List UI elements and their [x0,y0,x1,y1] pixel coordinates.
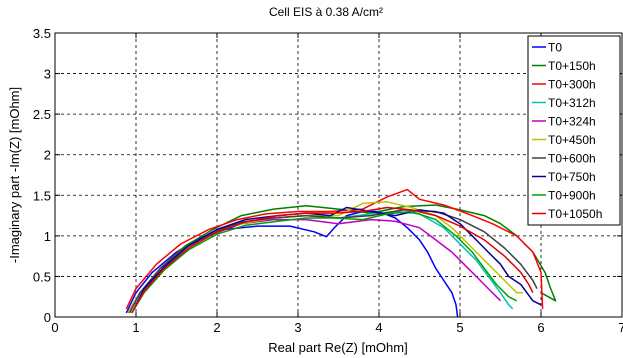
legend-entry: T0 [548,41,562,55]
series-line-9 [131,210,518,314]
x-tick-label: 6 [537,320,544,335]
y-tick-label: 1.5 [33,188,51,203]
y-tick-label: 1 [44,229,51,244]
legend-entry: T0+450h [548,133,596,147]
y-axis-title: -Imaginary part -Im(Z) [mOhm] [7,87,22,263]
legend: T0 T0+150h T0+300h T0+312h T0+324h T0+450h T0+… [527,35,621,226]
series-line-4 [128,210,514,314]
series-line-2 [127,204,557,314]
series-lines [125,188,557,318]
y-tick-labels: 0 0.5 1 1.5 2 2.5 3 3.5 [33,26,51,325]
legend-entry: T0+1050h [548,207,602,221]
x-tick-label: 5 [456,320,463,335]
series-line-8 [131,206,542,314]
legend-box [527,35,621,226]
plot-frame [54,32,623,318]
y-tick-label: 3 [44,67,51,82]
legend-entry: T0+150h [548,59,596,73]
x-tick-label: 0 [51,320,58,335]
x-tick-label: 4 [375,320,382,335]
legend-entry: T0+324h [548,115,596,129]
chart-title: Cell EIS à 0.38 A/cm² [269,5,383,19]
y-tick-label: 2.5 [33,107,51,122]
y-tick-label: 0 [44,310,51,325]
legend-entry: T0+600h [548,152,596,166]
x-tick-labels: 0 1 2 3 4 5 6 7 [51,320,623,335]
x-tick-label: 2 [213,320,220,335]
y-tick-label: 2 [44,148,51,163]
legend-entry: T0+750h [548,170,596,184]
x-axis-title: Real part Re(Z) [mOhm] [268,340,407,355]
legend-entry: T0+312h [548,96,596,110]
series-line-7 [128,209,538,314]
x-tick-label: 1 [132,320,139,335]
x-tick-label: 7 [618,320,623,335]
series-line-10 [131,206,534,314]
series-line-1 [125,210,459,318]
legend-entry: T0+300h [548,78,596,92]
grid-lines [55,33,622,317]
y-tick-label: 3.5 [33,26,51,41]
series-line-5 [127,218,502,314]
x-tick-label: 3 [294,320,301,335]
legend-entry: T0+900h [548,189,596,203]
y-tick-label: 0.5 [33,269,51,284]
